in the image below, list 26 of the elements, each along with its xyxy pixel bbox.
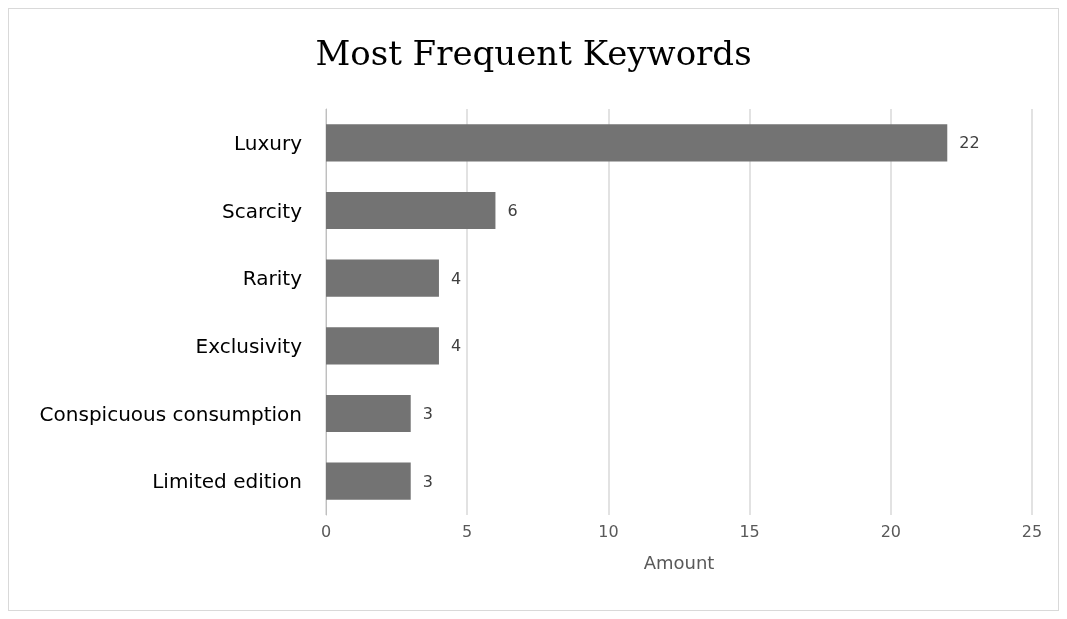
x-tick-label: 10 (598, 521, 619, 541)
x-tick-label: 20 (880, 521, 901, 541)
y-tick-label: Scarcity (222, 198, 303, 223)
data-label: 4 (450, 268, 462, 288)
bar (326, 394, 411, 433)
x-tick-label: 0 (320, 521, 332, 541)
data-label: 22 (959, 133, 980, 153)
x-tick-label: 15 (739, 521, 760, 541)
x-axis-title: Amount (643, 551, 715, 573)
bar (326, 327, 439, 365)
data-label: 3 (422, 404, 433, 423)
data-label: 3 (422, 471, 433, 491)
bar (326, 191, 496, 230)
bar (326, 124, 948, 162)
x-tick-label: 25 (1021, 521, 1043, 541)
data-label: 4 (450, 336, 462, 356)
bar (326, 462, 411, 500)
bar (326, 259, 439, 297)
x-tick-label: 5 (462, 521, 473, 541)
y-tick-label: Exclusivity (195, 333, 303, 358)
y-tick-label: Rarity (242, 266, 303, 291)
y-tick-label: Luxury (233, 130, 303, 155)
y-tick-label: Conspicuous consumption (39, 401, 302, 426)
chart-title: Most Frequent Keywords (315, 33, 752, 73)
y-tick-label: Limited edition (152, 469, 302, 494)
data-label: 6 (507, 201, 518, 220)
